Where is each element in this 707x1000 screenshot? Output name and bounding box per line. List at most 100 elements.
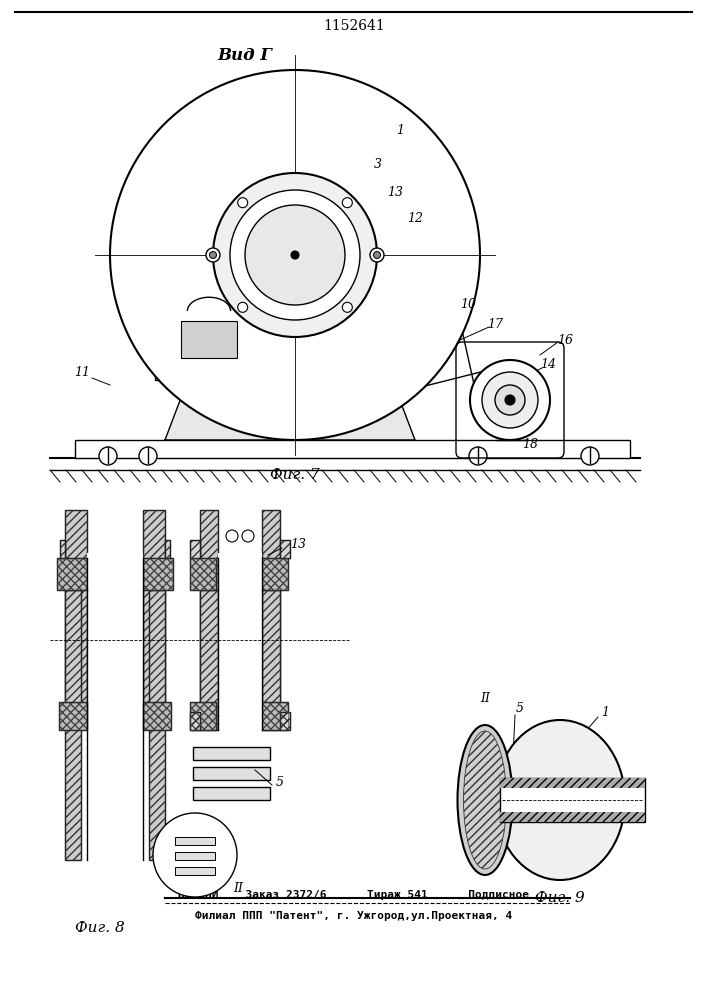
- Bar: [218, 590, 262, 730]
- Circle shape: [482, 372, 538, 428]
- Text: 18: 18: [522, 438, 538, 452]
- Text: 11: 11: [74, 366, 90, 379]
- Bar: [280, 540, 290, 558]
- Text: Фиг. 9: Фиг. 9: [535, 891, 585, 905]
- Bar: [262, 702, 288, 730]
- Bar: [60, 540, 65, 558]
- Bar: [193, 767, 270, 780]
- Text: 5: 5: [276, 776, 284, 788]
- Bar: [165, 540, 170, 558]
- Bar: [190, 558, 216, 590]
- Circle shape: [230, 190, 360, 320]
- Bar: [190, 712, 200, 730]
- Bar: [143, 702, 171, 730]
- Bar: [190, 702, 216, 730]
- Bar: [262, 590, 280, 730]
- Bar: [190, 558, 216, 590]
- Bar: [193, 787, 270, 800]
- Bar: [280, 712, 290, 730]
- Circle shape: [469, 447, 487, 465]
- Circle shape: [238, 302, 247, 312]
- Text: 13: 13: [290, 538, 306, 552]
- Circle shape: [342, 198, 352, 208]
- Circle shape: [505, 395, 515, 405]
- Bar: [60, 540, 65, 558]
- Bar: [57, 558, 87, 590]
- Text: 10: 10: [460, 298, 476, 312]
- Circle shape: [373, 251, 380, 258]
- Text: 14: 14: [540, 359, 556, 371]
- Text: Фиг. 7: Фиг. 7: [270, 468, 320, 482]
- Text: 5: 5: [516, 702, 524, 714]
- Bar: [165, 540, 170, 558]
- Bar: [149, 590, 165, 860]
- Bar: [193, 747, 270, 760]
- Bar: [57, 558, 87, 590]
- Bar: [143, 510, 165, 710]
- Text: Филиал ППП "Патент", г. Ужгород,ул.Проектная, 4: Филиал ППП "Патент", г. Ужгород,ул.Проек…: [195, 911, 513, 921]
- Bar: [155, 366, 425, 380]
- Circle shape: [153, 813, 237, 897]
- Bar: [87, 510, 143, 710]
- Bar: [59, 702, 87, 730]
- Bar: [200, 510, 218, 710]
- Circle shape: [139, 447, 157, 465]
- Bar: [149, 590, 165, 860]
- Bar: [218, 553, 262, 595]
- Bar: [500, 812, 645, 822]
- Bar: [65, 590, 81, 860]
- Polygon shape: [165, 295, 415, 440]
- Bar: [200, 510, 218, 710]
- Text: II: II: [233, 882, 243, 894]
- Bar: [500, 778, 645, 822]
- Text: 13: 13: [387, 186, 403, 198]
- Bar: [262, 558, 288, 590]
- Circle shape: [470, 360, 550, 440]
- Bar: [262, 510, 280, 710]
- Circle shape: [342, 302, 352, 312]
- Bar: [262, 590, 280, 730]
- Circle shape: [238, 198, 247, 208]
- Bar: [87, 590, 143, 860]
- Bar: [262, 558, 288, 590]
- Circle shape: [291, 251, 299, 259]
- Bar: [65, 590, 81, 860]
- Circle shape: [110, 70, 480, 440]
- Bar: [59, 702, 87, 730]
- Bar: [200, 590, 218, 730]
- Bar: [500, 778, 645, 788]
- Bar: [181, 321, 237, 358]
- Bar: [200, 590, 218, 730]
- Circle shape: [213, 173, 377, 337]
- Bar: [190, 540, 200, 558]
- Text: Фиг. 8: Фиг. 8: [75, 921, 125, 935]
- Text: ВНИИПИ    Заказ 2372/6      Тираж 541      Подписное: ВНИИПИ Заказ 2372/6 Тираж 541 Подписное: [178, 890, 530, 900]
- Circle shape: [495, 385, 525, 415]
- Bar: [262, 702, 288, 730]
- Text: II: II: [480, 692, 490, 704]
- Bar: [190, 540, 200, 558]
- Bar: [75, 440, 630, 458]
- Bar: [175, 837, 215, 845]
- Circle shape: [242, 530, 254, 542]
- Circle shape: [581, 447, 599, 465]
- Text: 17: 17: [487, 318, 503, 330]
- Text: 1: 1: [396, 123, 404, 136]
- Bar: [65, 510, 87, 710]
- Circle shape: [206, 248, 220, 262]
- Circle shape: [209, 251, 216, 258]
- Bar: [175, 852, 215, 860]
- Text: Вид Г: Вид Г: [218, 46, 272, 64]
- Circle shape: [99, 447, 117, 465]
- Ellipse shape: [495, 720, 625, 880]
- Bar: [143, 558, 173, 590]
- Bar: [218, 510, 262, 710]
- Text: 12: 12: [407, 212, 423, 225]
- Bar: [175, 867, 215, 875]
- Bar: [173, 311, 245, 366]
- Bar: [280, 540, 290, 558]
- Bar: [143, 510, 165, 710]
- Bar: [143, 702, 171, 730]
- Bar: [190, 702, 216, 730]
- Ellipse shape: [457, 725, 513, 875]
